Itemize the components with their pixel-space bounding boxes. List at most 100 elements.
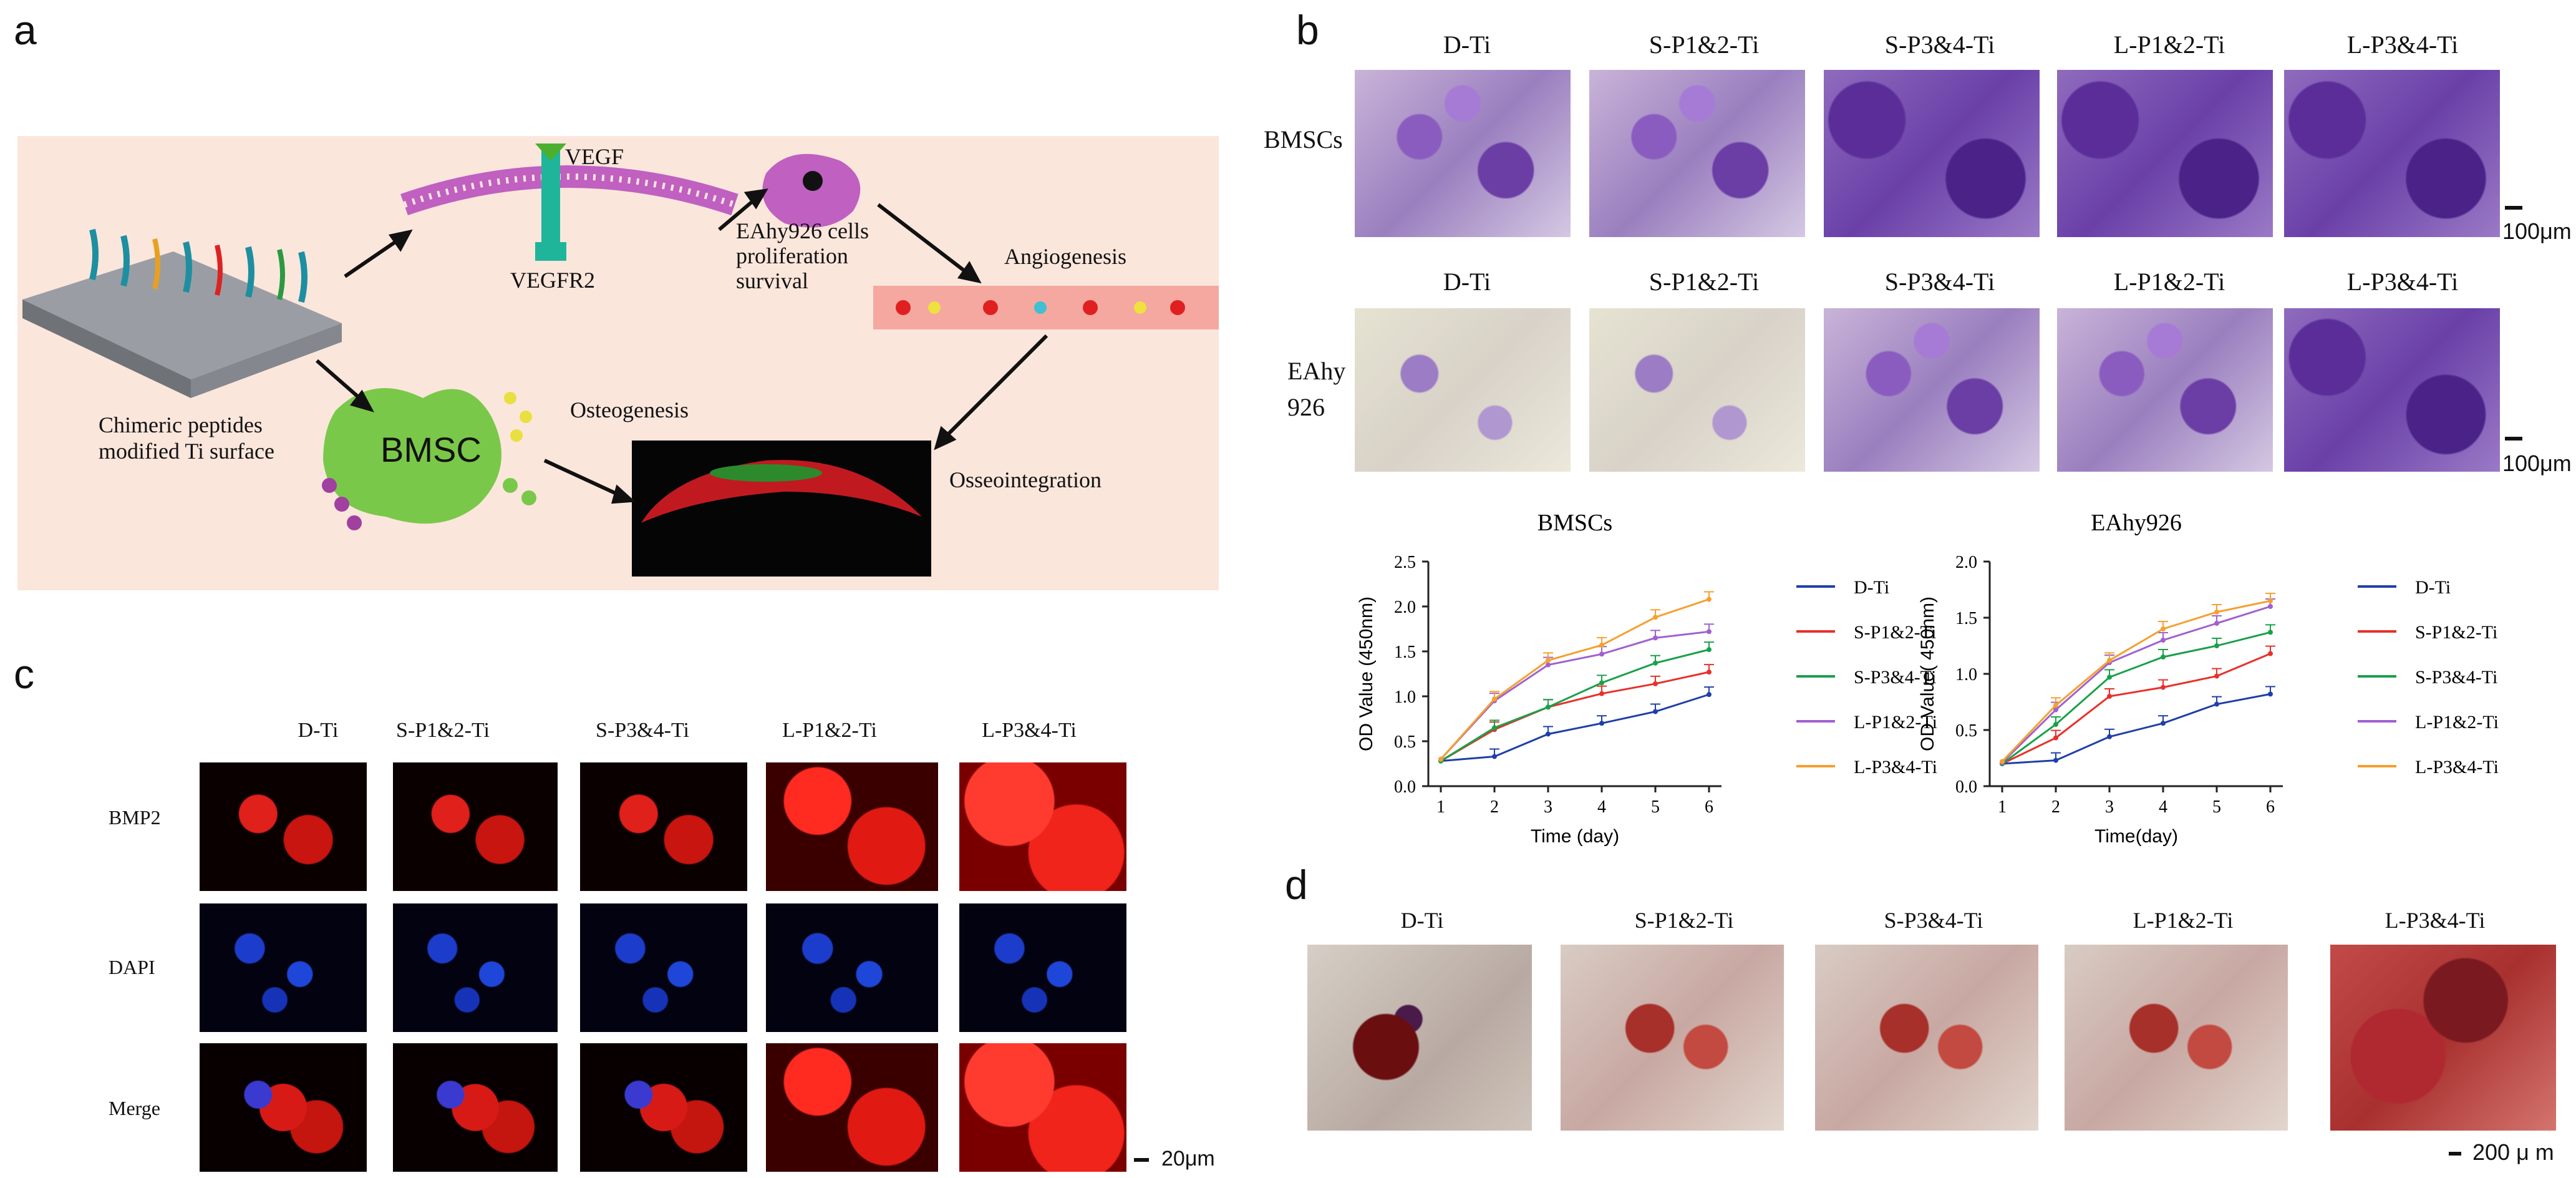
c-scale-text: 20μm [1161,1147,1215,1171]
chart1-series-2-point [1546,704,1551,710]
chart2-legend-label-1: S-P1&2-Ti [2415,622,2497,643]
chart2-xtick-label: 6 [2266,797,2275,817]
c-merge-lp34-image [959,1043,1126,1172]
c-row-merge: Merge [109,1097,160,1119]
b-eahy-sp12-image [1589,308,1805,472]
chart2-legend-label-0: D-Ti [2415,577,2451,598]
chart2-series-2-line [2002,631,2271,765]
ti-plate-top [22,251,342,379]
c-row-bmp2: BMP2 [109,806,161,829]
chart1-series-4-point [1546,658,1551,663]
chart1-xtick-label: 6 [1705,797,1713,817]
chart1-legend-label-2: S-P3&4-Ti [1854,667,1936,688]
b-eahy-sp34-image [1824,308,2040,472]
c-bmp2-lp12-image [766,762,938,891]
c-scalebar [1134,1158,1149,1162]
chart2-series-4-point [2107,658,2112,663]
c-merge-lp12-image [766,1043,938,1172]
text-chimeric: Chimeric peptides [99,412,263,437]
chart2-title: EAhy926 [2091,510,2182,536]
b-bmsc-sp34-image [1824,70,2040,237]
chart1-xtick-label: 3 [1544,797,1552,817]
b-col2-5: L-P3&4-Ti [2346,268,2459,296]
b-bmsc-lp34-image [2284,70,2500,237]
chart2-series-2-point [2268,630,2273,635]
b-row-bmscs: BMSCs [1264,125,1343,153]
chart2-series-0-point [2107,734,2112,739]
c-dapi-dti-image [200,903,367,1032]
b-col-1: D-Ti [1443,31,1491,59]
c-bmp2-sp34-image [580,762,747,891]
peptide-chains [89,228,307,303]
b-scalebar-2 [2505,437,2522,441]
text-eahy-cells: EAhy926 cells [736,218,869,243]
chart1-ylabel: OD Value (450nm) [1356,596,1377,751]
b-col2-2: S-P1&2-Ti [1649,268,1760,296]
cell-membrane [400,165,738,216]
d-scale-text: 200 μ m [2472,1139,2554,1165]
label-vegfr2: VEGFR2 [510,268,596,293]
chart2-series-4-line [2001,600,2271,762]
c-bmp2-lp34-image [959,762,1126,891]
chart2-legend-label-2: S-P3&4-Ti [2415,667,2497,688]
b-row-eahy-line1: EAhy [1287,357,1346,385]
label-bmsc: BMSC [380,430,482,469]
chart1-xtick-label: 4 [1597,797,1606,817]
d-col-3: S-P3&4-Ti [1884,908,1983,933]
chart1-xtick-label: 5 [1651,797,1660,817]
c-bmp2-sp12-image [393,762,558,891]
chart1-series-3-line [1440,630,1710,760]
c-dapi-sp12-image [393,903,558,1032]
chart1-legend-label-1: S-P1&2-Ti [1854,622,1936,643]
chart1-xtick-label: 1 [1436,797,1445,817]
chart1-series-4-point [1492,696,1497,702]
panel-label-b: b [1296,7,1319,53]
chart2-xtick-label: 1 [1998,797,2007,817]
c-col-2: S-P1&2-Ti [396,719,490,742]
b-col-5: L-P3&4-Ti [2346,31,2459,59]
vegf-ligand [535,144,566,161]
chart2-ylabel: OD Value( 450nm) [1917,596,1938,751]
chart2-series-3-line [2001,605,2271,764]
b-col2-4: L-P1&2-Ti [2113,268,2225,296]
chart2-series-0-line [2002,693,2271,765]
d-col-1: D-Ti [1400,908,1444,933]
chart1-ytick-label: 1.0 [1394,688,1416,707]
c-merge-sp12-image [393,1043,558,1172]
b-eahy-lp34-image [2284,308,2500,472]
c-col-3: S-P3&4-Ti [596,719,689,742]
chart1-series-3-point [1653,635,1658,641]
chart2-series-0-point [2268,691,2273,697]
c-dapi-lp12-image [766,903,938,1032]
b-bmsc-sp12-image [1589,70,1805,237]
chart1-series-4-point [1599,642,1604,648]
b-col2-3: S-P3&4-Ti [1884,268,1995,296]
vegfr2-receptor [541,148,560,255]
chart1-ytick-label: 2.0 [1394,598,1416,617]
chart1-series-2-point [1599,680,1604,686]
chart2-legend-label-3: L-P1&2-Ti [2415,712,2499,733]
d-lp34-image [2330,945,2556,1131]
d-scalebar [2449,1152,2461,1156]
c-dapi-sp34-image [580,903,747,1032]
label-eahy-cells: EAhy926 cells proliferation survival [736,218,869,293]
text-survival: survival [736,268,808,293]
text-modified: modified Ti surface [99,439,274,464]
chart1-title: BMSCs [1537,510,1612,536]
b-eahy-lp12-image [2057,308,2273,472]
chart2-series-1-line [2002,653,2271,765]
chart1-legend-label-3: L-P1&2-Ti [1854,712,1937,733]
b-eahy-dti-image [1355,308,1571,472]
d-sp12-image [1561,945,1784,1131]
label-chimeric: Chimeric peptides modified Ti surface [99,412,274,464]
chart1-legend-label-4: L-P3&4-Ti [1854,757,1937,777]
label-osteogenesis: Osteogenesis [570,397,689,422]
label-osseointegration: Osseointegration [949,467,1102,492]
chart1-ytick-label: 1.5 [1394,643,1416,662]
chart2-ytick-label: 0.0 [1955,777,1977,797]
d-col-5: L-P3&4-Ti [2385,908,2486,933]
b-scale-text-2: 100μm [2502,450,2572,476]
chart2-xtick-label: 3 [2105,797,2114,817]
chart1-series-2-point [1492,725,1497,731]
chart1-series-4-line [1440,598,1710,760]
